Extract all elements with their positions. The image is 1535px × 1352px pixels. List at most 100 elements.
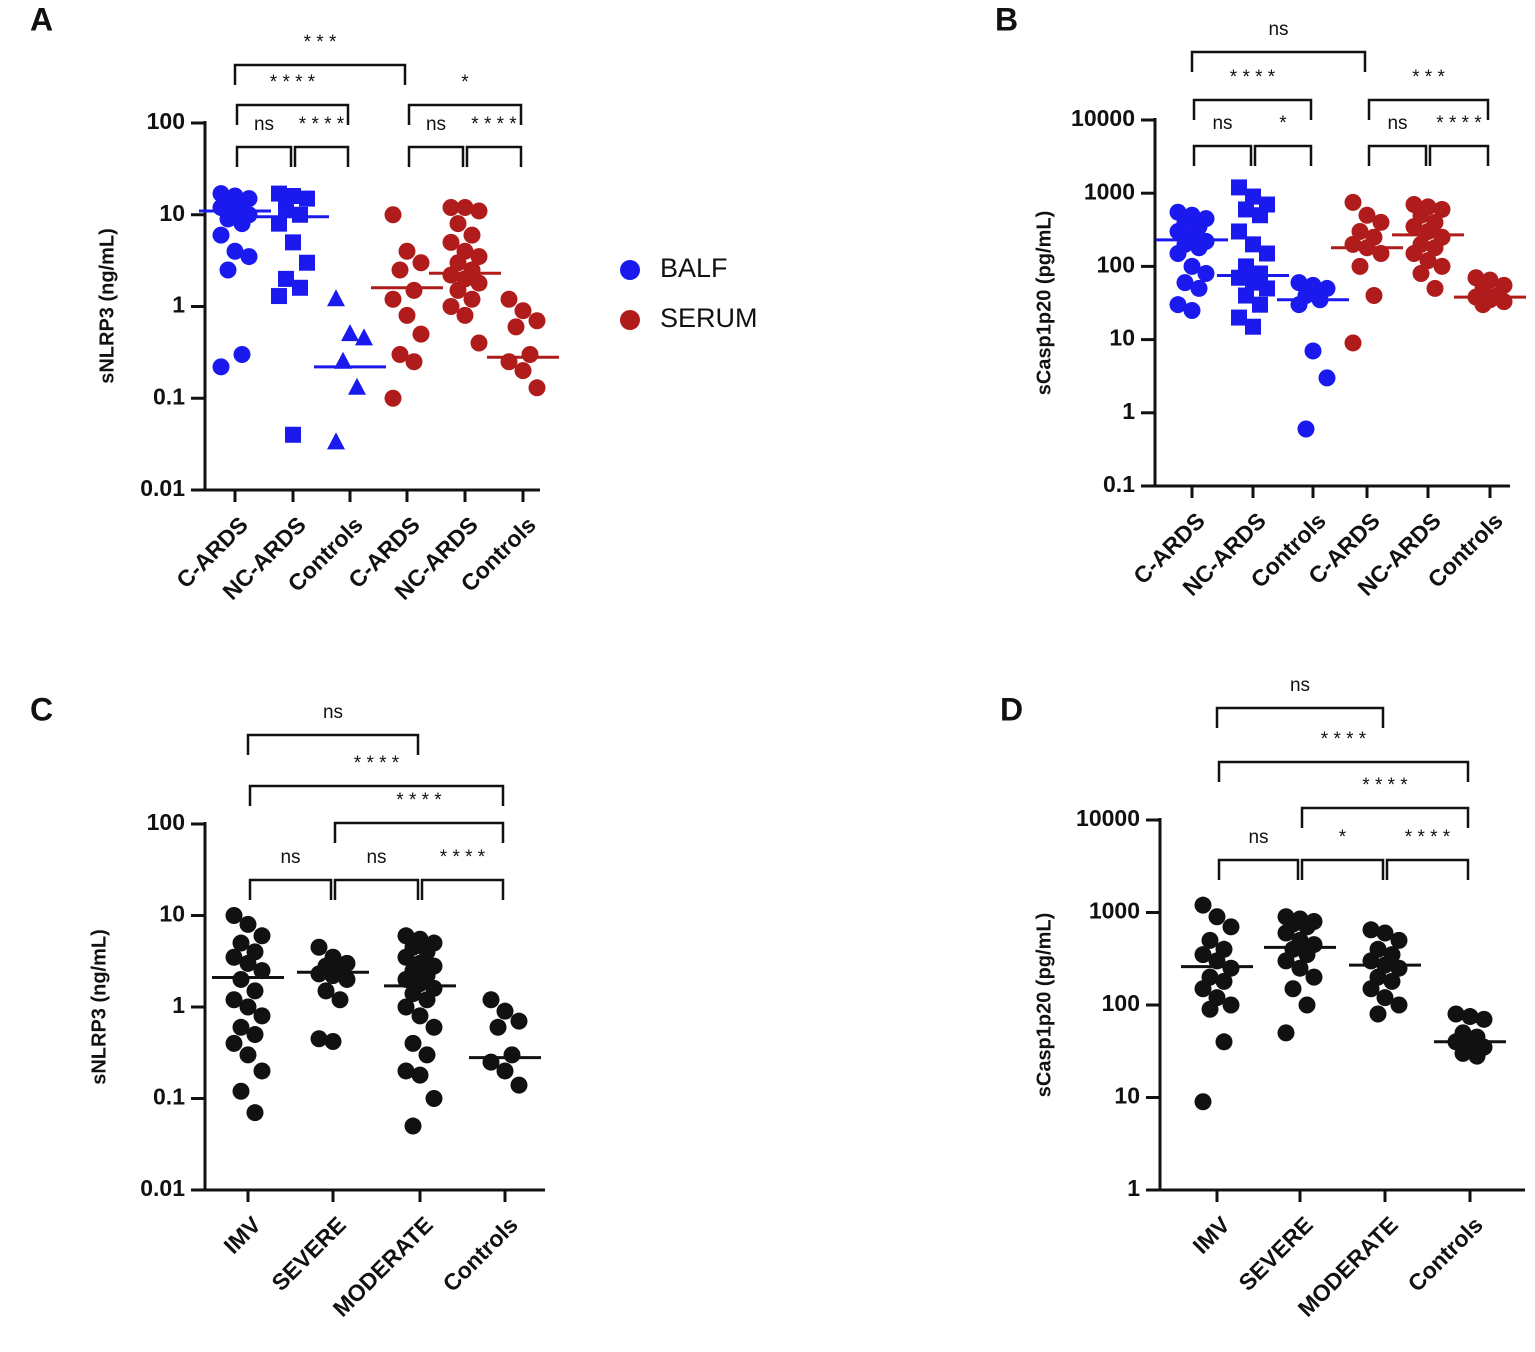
data-point [1447,1005,1465,1023]
data-point [1376,924,1394,942]
data-point [219,261,237,279]
data-point [299,190,315,207]
significance-bracket [420,878,505,900]
data-point [348,377,366,395]
data-point [239,998,257,1016]
data-point [310,938,328,956]
data-point [1372,213,1390,231]
data-point [1222,959,1240,977]
data-point [425,1090,443,1107]
significance-bracket [1253,144,1313,166]
data-point [341,324,359,342]
data-point [507,318,525,336]
data-point [1344,334,1362,352]
significance-bracket [293,145,350,167]
data-point [397,1062,415,1080]
significance-label: ns [323,702,343,723]
data-point [232,1082,250,1100]
data-point [253,1007,271,1025]
significance-label: ns [1248,827,1268,848]
panel-label: A [30,1,53,37]
data-point [292,279,308,296]
data-point [1194,896,1212,914]
data-point [425,1018,443,1036]
data-point [418,1046,436,1064]
data-point [442,198,460,216]
data-point [1290,274,1308,292]
data-point [233,345,251,363]
significance-label: * [1339,827,1347,848]
data-point [449,254,467,272]
significance-bracket [1215,706,1385,728]
data-point [1475,1010,1493,1028]
data-point [1372,245,1390,263]
data-point [317,982,335,1000]
significance-bracket [1192,144,1253,166]
data-point [271,185,287,202]
significance-bracket [1367,144,1428,166]
data-point [1277,924,1295,942]
data-point [1454,1044,1472,1062]
data-point [404,985,422,1003]
data-point [324,1032,342,1050]
data-point [514,302,532,320]
data-point [1277,1024,1295,1042]
data-point [1405,245,1423,263]
significance-label: * * * * [299,114,345,135]
data-point [1304,342,1322,360]
data-point [1194,946,1212,964]
data-point [1298,996,1316,1014]
data-point [1405,218,1423,236]
data-point [1298,946,1316,964]
significance-bracket [465,145,523,167]
data-point [489,1018,507,1036]
data-point [1298,918,1316,936]
data-point [1433,257,1451,275]
significance-label: * [1279,113,1287,134]
x-tick-label: SEVERE [266,1211,350,1295]
data-point [397,948,415,966]
data-point [212,226,230,244]
significance-bracket [1217,760,1470,782]
significance-label: ns [1387,113,1407,134]
data-point [331,991,349,1009]
significance-label: ns [280,847,300,868]
data-point [470,248,488,266]
significance-label: * * * * [354,753,400,774]
x-tick-label: IMV [219,1211,267,1259]
y-axis-title: sCasp1p20 (pg/mL) [1033,211,1055,395]
data-point [338,970,356,988]
data-point [355,328,373,346]
data-point [456,306,474,324]
data-point [1390,996,1408,1014]
data-point [1426,279,1444,297]
y-tick-label: 10 [1114,1083,1140,1109]
data-point [1362,980,1380,998]
data-point [411,1066,429,1084]
data-point [510,1076,528,1094]
data-point [278,199,294,216]
significance-label: * * * * [396,790,442,811]
data-point [334,351,352,369]
data-point [405,353,423,371]
data-point [232,934,250,952]
data-point [1426,239,1444,257]
data-point [1259,280,1275,297]
significance-bracket [333,821,505,843]
significance-bracket [407,103,523,125]
data-point [1291,959,1309,977]
data-point [449,281,467,299]
data-point [285,426,301,443]
significance-label: ns [366,847,386,868]
data-point [503,1046,521,1064]
data-point [398,242,416,260]
data-point [1222,918,1240,936]
data-point [463,290,481,308]
data-point [1215,1033,1233,1051]
data-point [1231,223,1247,240]
data-point [442,233,460,251]
data-point [528,312,546,330]
y-tick-label: 10000 [1076,805,1140,831]
data-point [442,266,460,284]
